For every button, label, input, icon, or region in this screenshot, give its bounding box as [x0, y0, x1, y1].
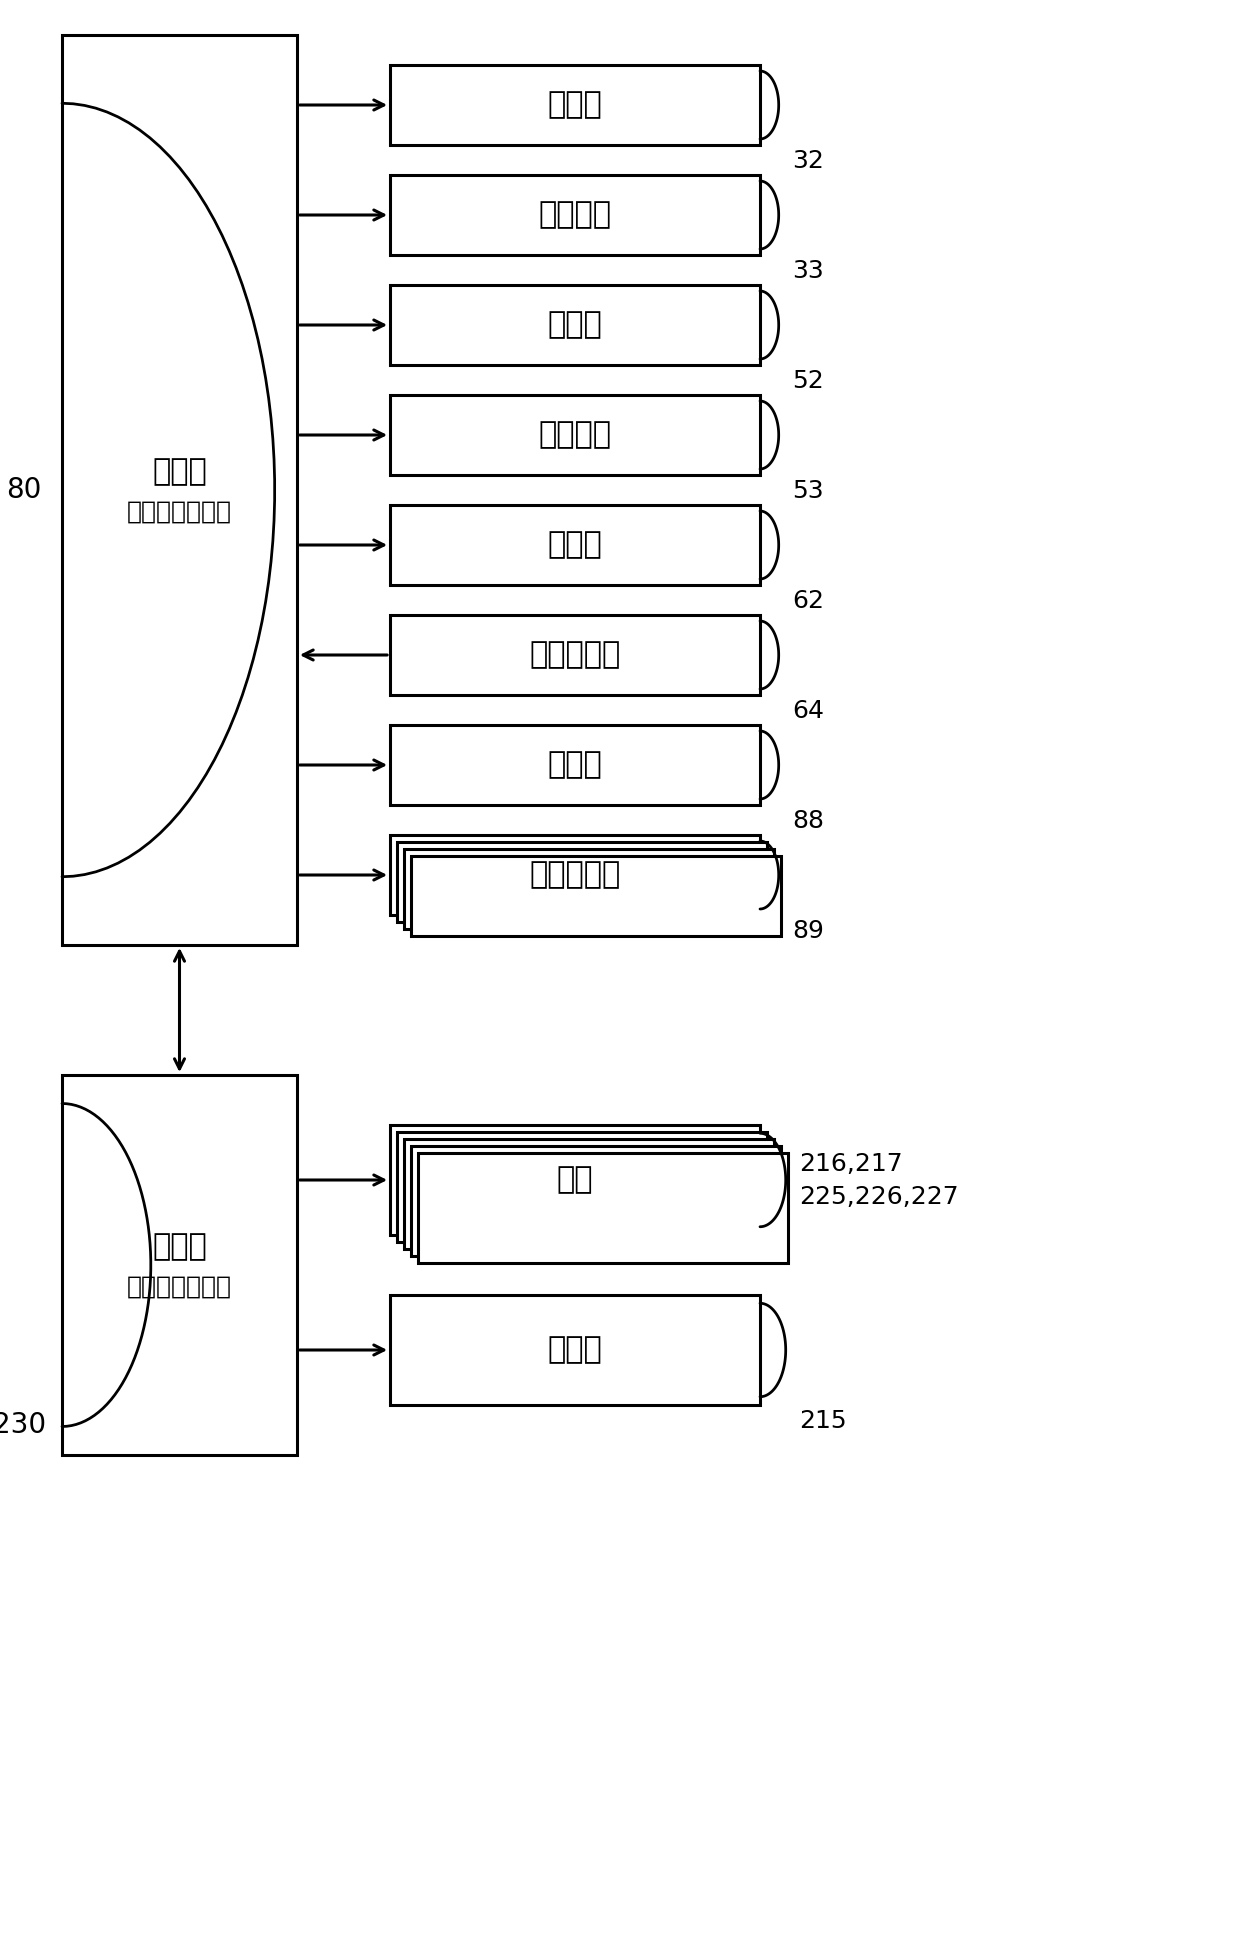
Bar: [397, 842, 768, 921]
Text: 64: 64: [792, 699, 825, 724]
Text: 送风机: 送风机: [548, 310, 603, 339]
Text: 控制部: 控制部: [153, 457, 207, 486]
Text: 215: 215: [800, 1409, 847, 1434]
Bar: [404, 849, 774, 929]
Bar: [391, 505, 760, 584]
Text: 62: 62: [792, 588, 825, 613]
Text: 温度传感器: 温度传感器: [529, 640, 621, 670]
Bar: [391, 174, 760, 255]
Text: 送风机: 送风机: [548, 751, 603, 780]
Bar: [404, 1140, 774, 1248]
Text: 热交换器: 热交换器: [538, 420, 611, 449]
Text: 52: 52: [792, 370, 823, 393]
Text: 225,226,227: 225,226,227: [800, 1184, 959, 1209]
Bar: [397, 1132, 768, 1242]
Text: 加热器: 加热器: [548, 1335, 603, 1364]
Bar: [62, 35, 298, 944]
Bar: [410, 855, 781, 937]
Bar: [391, 395, 760, 474]
Text: 控制部: 控制部: [153, 1233, 207, 1262]
Bar: [391, 1295, 760, 1405]
Text: 88: 88: [792, 809, 825, 832]
Text: （注射成型机）: （注射成型机）: [126, 1275, 232, 1298]
Bar: [391, 1124, 760, 1235]
Bar: [410, 1146, 781, 1256]
Text: 送风机: 送风机: [548, 91, 603, 120]
Text: 开闭阀: 开闭阀: [548, 530, 603, 559]
Bar: [391, 836, 760, 915]
Bar: [62, 1076, 298, 1455]
Text: 230: 230: [0, 1411, 47, 1440]
Text: 216,217: 216,217: [800, 1151, 903, 1175]
Text: 33: 33: [792, 259, 823, 283]
Bar: [418, 1153, 787, 1264]
Text: 马达: 马达: [557, 1165, 593, 1194]
Bar: [391, 284, 760, 366]
Text: 80: 80: [6, 476, 42, 503]
Bar: [391, 615, 760, 695]
Text: （预处理装置）: （预处理装置）: [126, 499, 232, 524]
Text: 53: 53: [792, 480, 823, 503]
Bar: [391, 66, 760, 145]
Text: 热交换器: 热交换器: [538, 201, 611, 230]
Text: 32: 32: [792, 149, 825, 172]
Text: 氮气供给部: 氮气供给部: [529, 861, 621, 890]
Bar: [391, 726, 760, 805]
Text: 89: 89: [792, 919, 825, 942]
